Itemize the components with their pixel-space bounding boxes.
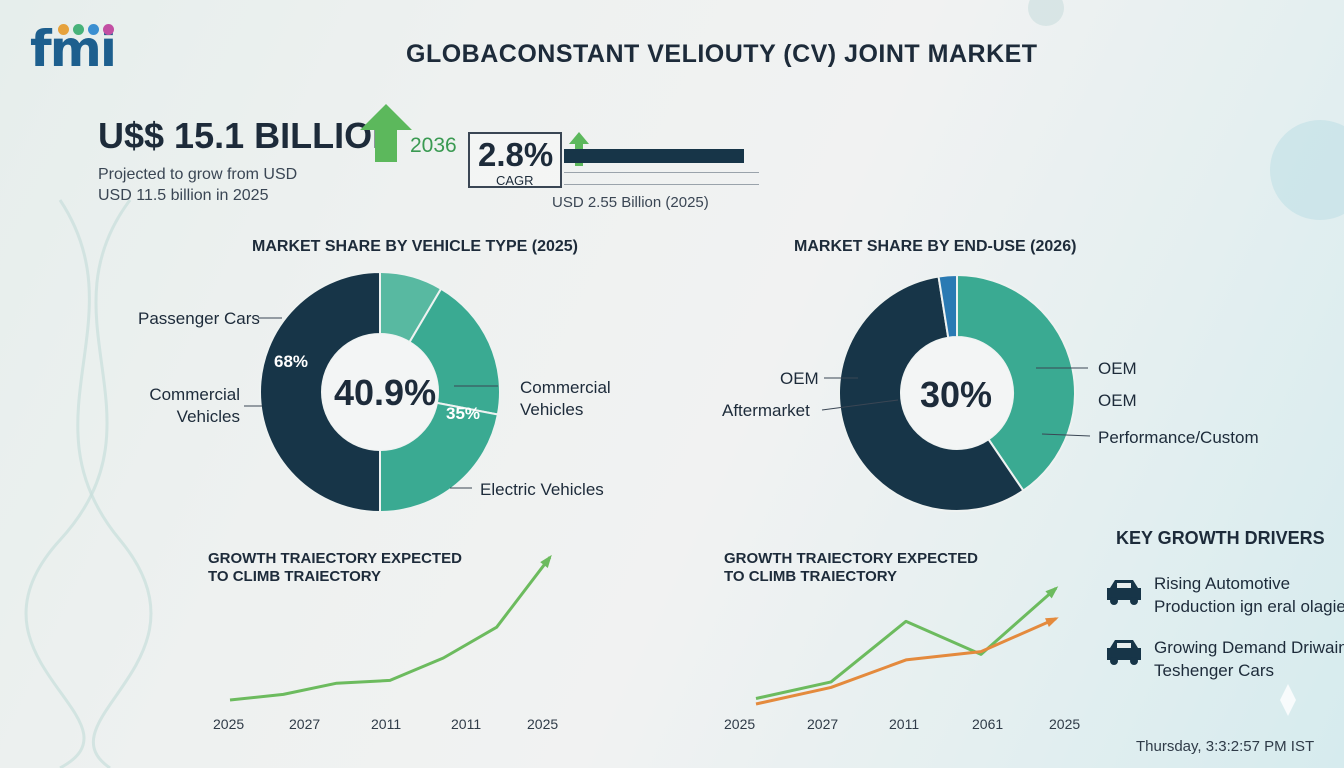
- projection-text: Projected to grow from USD USD 11.5 bill…: [98, 164, 358, 206]
- bar-guide-1: [564, 172, 759, 173]
- enduse-leader-lines: [821, 367, 1091, 437]
- legend-commercial-vehicles-right: Commercial Vehicles: [520, 378, 611, 419]
- projection-line-1: Projected to grow from USD: [98, 166, 298, 183]
- growth-driver-1-line-2: Production ign eral olagies: [1154, 597, 1344, 616]
- donut-hole: [901, 337, 1013, 449]
- series-arrowhead: [1045, 617, 1059, 627]
- legend-aftermarket: Aftermarket: [722, 401, 810, 420]
- legend-oem-right-2: OEM: [1098, 391, 1137, 410]
- growth-arrow-icon: [360, 104, 412, 162]
- car-icon: [1107, 580, 1141, 605]
- enduse-chart-title: MARKET SHARE BY END-USE (2026): [794, 238, 1077, 255]
- series-line: [755, 587, 1057, 700]
- x-ticks-right: 2025 2027 2011 2061 2025: [724, 716, 1084, 736]
- growth-line-chart-right: [755, 586, 1059, 706]
- x-tick: 2025: [527, 716, 559, 732]
- key-growth-title: KEY GROWTH DRIVERS: [1116, 528, 1325, 548]
- series-arrowhead: [1045, 586, 1059, 599]
- growth-title-right: GROWTH TRAIECTORY EXPECTED TO CLIMB TRAI…: [724, 550, 978, 585]
- x-tick: 2011: [371, 716, 402, 732]
- legend-electric-vehicles: Electric Vehicles: [480, 480, 604, 499]
- page-title: GLOBACONSTANT VELIOUTY (CV) JOINT MARKET: [406, 40, 1038, 68]
- x-tick: 2027: [807, 716, 839, 732]
- growth-line-chart-left: [229, 554, 552, 702]
- x-tick: 2025: [1049, 716, 1081, 732]
- legend-performance-custom: Performance/Custom: [1098, 428, 1259, 447]
- x-tick: 2025: [213, 716, 245, 732]
- cagr-bar: [564, 149, 744, 163]
- vehicle-center-value: 40.9%: [334, 372, 437, 413]
- vehicle-slice-label-2: 35%: [446, 404, 481, 423]
- x-tick: 2011: [451, 716, 482, 732]
- logo-dots: [58, 22, 118, 40]
- cagr-value: 2.8%: [478, 136, 554, 173]
- vehicle-leader-lines: [244, 317, 498, 489]
- x-tick: 2011: [889, 716, 920, 732]
- x-tick: 2027: [289, 716, 321, 732]
- end-use-donut: [838, 273, 1077, 512]
- legend-oem-right-1: OEM: [1098, 359, 1137, 378]
- vehicle-type-donut: [259, 270, 501, 514]
- x-tick: 2025: [724, 716, 756, 732]
- legend-passenger-cars: Passenger Cars: [138, 309, 260, 328]
- bar-guide-2: [564, 184, 759, 185]
- target-year: 2036: [410, 134, 457, 157]
- legend-oem-left: OEM: [780, 369, 819, 388]
- usd-caption: USD 2.55 Billion (2025): [552, 194, 709, 211]
- cagr-label: CAGR: [496, 173, 534, 188]
- x-ticks-left: 2025 2027 2011 2011 2025: [208, 716, 568, 736]
- car-icon: [1107, 640, 1141, 665]
- growth-driver-1-line-1: Rising Automotive: [1154, 574, 1291, 593]
- cagr-box: [468, 132, 562, 188]
- enduse-center-value: 30%: [920, 374, 993, 415]
- market-value: U$$ 15.1 BILLION: [98, 115, 399, 156]
- growth-title-left: GROWTH TRAIECTORY EXPECTED TO CLIMB TRAI…: [208, 550, 462, 585]
- vehicle-chart-title: MARKET SHARE BY VEHICLE TYPE (2025): [252, 238, 578, 255]
- growth-driver-2-line-1: Growing Demand Driwain: [1154, 638, 1344, 657]
- growth-driver-2-line-2: Teshenger Cars: [1154, 661, 1275, 680]
- footer-datetime: Thursday, 3:3:2:57 PM IST: [1136, 738, 1315, 755]
- series-line: [755, 617, 1057, 706]
- legend-commercial-vehicles-left: Commercial Vehicles: [149, 385, 240, 426]
- vehicle-slice-label-1: 68%: [274, 352, 309, 371]
- series-arrowhead: [540, 554, 552, 568]
- x-tick: 2061: [972, 716, 1004, 732]
- series-line: [229, 556, 552, 702]
- donut-hole: [322, 334, 438, 450]
- projection-line-2: USD 11.5 billion in 2025: [98, 187, 269, 204]
